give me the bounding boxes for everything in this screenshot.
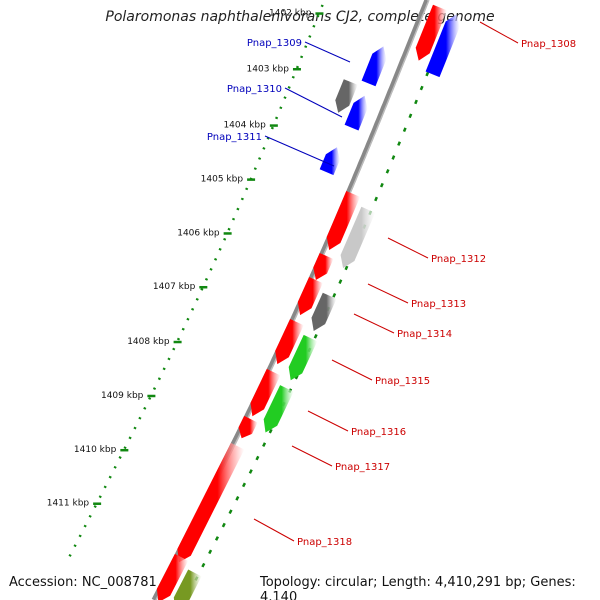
pnap-1312-leader xyxy=(387,237,429,259)
pnap-1309-leader xyxy=(304,41,351,63)
map-title: Polaromonas naphthalenivorans CJ2, compl… xyxy=(105,9,495,25)
pnap-1310-leader xyxy=(284,87,343,118)
pnap-1314-label: Pnap_1314 xyxy=(397,329,452,340)
kbp-tick-label: 1402 kbp xyxy=(269,9,312,19)
topology-text: Topology: circular; Length: 4,410,291 bp… xyxy=(260,575,576,600)
genome-backbone xyxy=(151,0,430,600)
gene-olive-bottom xyxy=(173,569,202,600)
pnap-1318-leader xyxy=(253,518,295,542)
gene-pnap-1309 xyxy=(361,46,387,87)
kbp-tick-label: 1408 kbp xyxy=(127,337,170,347)
kbp-tick-label: 1410 kbp xyxy=(74,445,117,455)
kbp-tick-label: 1405 kbp xyxy=(201,175,244,185)
gene-pnap-1317 xyxy=(238,415,258,439)
pnap-1308-leader xyxy=(479,21,519,44)
kbp-tick-label: 1407 kbp xyxy=(153,282,196,292)
kbp-tick-label: 1403 kbp xyxy=(247,64,290,74)
pnap-1313-label: Pnap_1313 xyxy=(411,299,466,310)
gene-pnap-1308 xyxy=(415,4,447,61)
gene-red-b xyxy=(250,368,281,417)
kbp-tick-label: 1409 kbp xyxy=(101,391,144,401)
gene-red-bottom xyxy=(156,553,189,600)
pnap-1315-label: Pnap_1315 xyxy=(375,376,430,387)
pnap-1309-label: Pnap_1309 xyxy=(247,38,302,49)
gene-pnap-1314 xyxy=(311,292,337,331)
kbp-tick-label: 1404 kbp xyxy=(223,121,266,131)
pnap-1315-leader xyxy=(331,359,373,381)
gene-pnap-1313 xyxy=(297,277,323,316)
gene-pnap-1310 xyxy=(344,95,368,131)
pnap-1314-leader xyxy=(353,313,395,334)
pnap-1311-leader xyxy=(264,135,335,167)
accession-text: Accession: NC_008781 xyxy=(9,575,157,590)
gene-pnap-1310-grey xyxy=(335,79,358,113)
gene-pnap-1311 xyxy=(319,147,340,176)
gene-pnap-1316 xyxy=(263,385,294,433)
gene-pnap-1308-pair xyxy=(425,14,460,78)
outer-tick-track xyxy=(184,30,446,600)
gene-small-red xyxy=(313,253,334,280)
pnap-1312-label: Pnap_1312 xyxy=(431,254,486,265)
pnap-1318-label: Pnap_1318 xyxy=(297,537,352,548)
pnap-1317-label: Pnap_1317 xyxy=(335,462,390,473)
kbp-tick-label: 1411 kbp xyxy=(47,499,90,509)
gene-pnap-1315 xyxy=(288,334,318,381)
pnap-1310-label: Pnap_1310 xyxy=(227,84,282,95)
gene-pnap-1312-grey xyxy=(340,206,376,269)
gene-pnap-1312 xyxy=(326,191,361,250)
pnap-1317-leader xyxy=(291,445,333,467)
gene-pnap-1318 xyxy=(177,442,245,563)
gene-red-a xyxy=(275,319,304,365)
pnap-1316-label: Pnap_1316 xyxy=(351,427,406,438)
pnap-1313-leader xyxy=(367,283,409,304)
pnap-1316-leader xyxy=(307,410,349,432)
inner-tick-track xyxy=(68,0,326,558)
pnap-1308-label: Pnap_1308 xyxy=(521,39,576,50)
pnap-1311-label: Pnap_1311 xyxy=(207,132,262,143)
kbp-tick-label: 1406 kbp xyxy=(177,228,220,238)
